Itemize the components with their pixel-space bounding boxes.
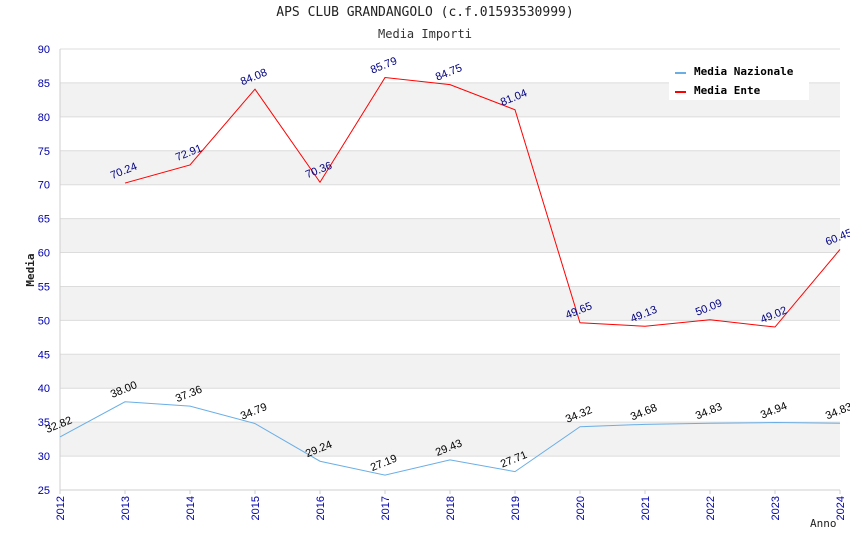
x-tick-label: 2013	[120, 496, 132, 520]
y-tick-label: 30	[38, 451, 50, 463]
background-band	[60, 422, 840, 457]
x-tick-label: 2018	[445, 496, 457, 520]
background-band	[60, 286, 840, 321]
x-tick-label: 2023	[770, 496, 782, 520]
chart-title: APS CLUB GRANDANGOLO (c.f.01593530999)	[276, 5, 574, 20]
y-tick-label: 25	[38, 485, 50, 497]
chart-subtitle: Media Importi	[378, 27, 472, 41]
background-bands	[60, 82, 840, 457]
legend-label: Media Nazionale	[694, 65, 794, 78]
y-tick-label: 35	[38, 417, 50, 429]
y-tick-label: 80	[38, 112, 50, 124]
y-tick-label: 45	[38, 349, 50, 361]
background-band	[60, 150, 840, 185]
y-axis-title: Media	[24, 253, 37, 286]
data-label: 34.68	[629, 402, 659, 423]
background-band	[60, 354, 840, 389]
data-label: 85.79	[369, 55, 399, 76]
legend: Media Nazionale Media Ente	[669, 60, 809, 100]
data-label: 34.83	[824, 401, 850, 422]
y-tick-label: 50	[38, 315, 50, 327]
x-tick-label: 2017	[380, 496, 392, 520]
x-axis-title: Anno	[810, 517, 837, 530]
series-line	[59, 401, 841, 476]
data-label: 34.83	[694, 401, 724, 422]
y-tick-label: 85	[38, 78, 50, 90]
y-tick-label: 75	[38, 146, 50, 158]
x-tick-label: 2024	[835, 496, 847, 520]
background-band	[60, 218, 840, 253]
series-line	[124, 77, 841, 328]
y-tick-labels: 25 30 35 40 45 50 55 60 65 70 75 80 85 90	[38, 44, 50, 497]
x-tick-label: 2021	[640, 496, 652, 520]
legend-box	[669, 60, 809, 100]
x-tick-label: 2015	[250, 496, 262, 520]
y-tick-label: 70	[38, 180, 50, 192]
x-tick-label: 2020	[575, 496, 587, 520]
legend-label: Media Ente	[694, 84, 761, 97]
x-tick-label: 2022	[705, 496, 717, 520]
x-tick-label: 2016	[315, 496, 327, 520]
x-tick-label: 2012	[55, 496, 67, 520]
y-tick-label: 55	[38, 281, 50, 293]
x-tick-label: 2014	[185, 496, 197, 520]
y-tick-label: 60	[38, 248, 50, 260]
y-tick-label: 90	[38, 44, 50, 56]
x-tick-labels: 2012 2013 2014 2015 2016 2017 2018 2019 2020 2021…	[55, 490, 847, 520]
data-label: 84.75	[434, 62, 464, 83]
y-tick-label: 40	[38, 383, 50, 395]
data-label: 34.94	[759, 400, 789, 421]
y-tick-label: 65	[38, 214, 50, 226]
x-tick-label: 2019	[510, 496, 522, 520]
data-label: 34.79	[239, 401, 269, 422]
